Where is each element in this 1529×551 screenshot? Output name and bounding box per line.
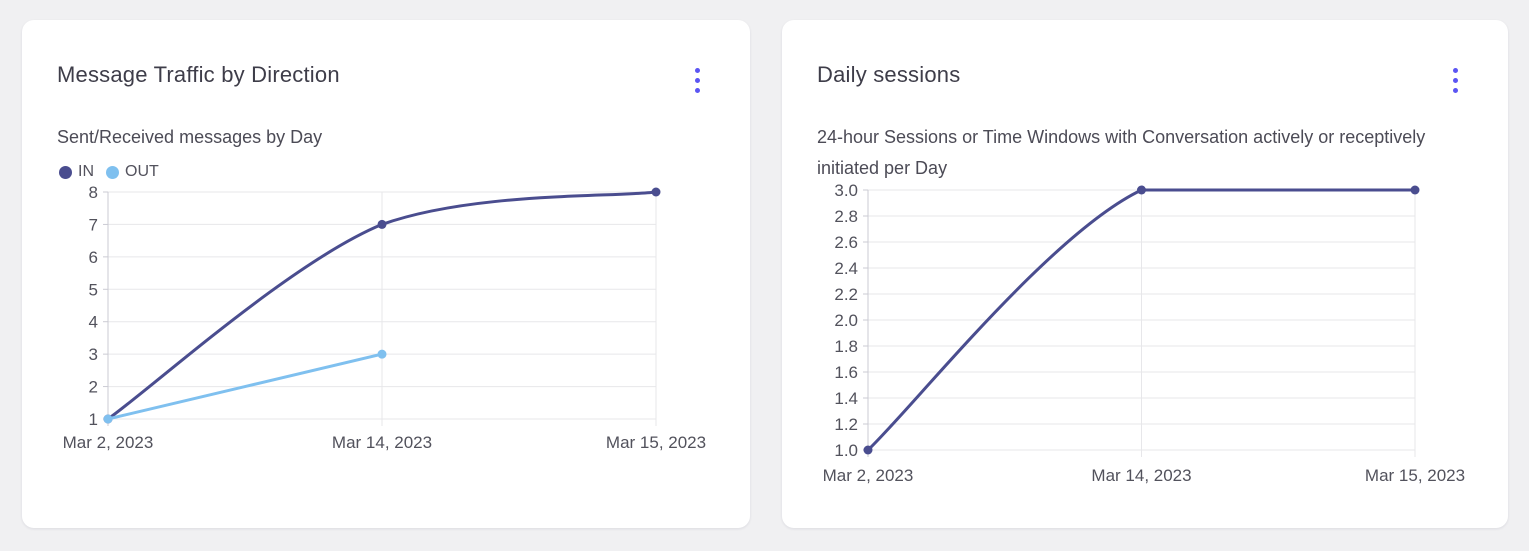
svg-text:2.8: 2.8	[834, 207, 858, 226]
legend-dot-out-icon	[106, 165, 119, 179]
kebab-dot	[1453, 78, 1458, 83]
svg-text:3.0: 3.0	[834, 181, 858, 200]
chart-legend: IN OUT	[59, 163, 159, 181]
svg-text:5: 5	[89, 280, 98, 299]
svg-text:Mar 2, 2023: Mar 2, 2023	[823, 466, 914, 485]
svg-text:1.4: 1.4	[834, 389, 858, 408]
legend-label-in: IN	[78, 163, 94, 180]
svg-text:Mar 15, 2023: Mar 15, 2023	[606, 433, 706, 452]
svg-text:Mar 2, 2023: Mar 2, 2023	[63, 433, 154, 452]
legend-dot-in-icon	[59, 165, 72, 179]
kebab-dot	[1453, 68, 1458, 73]
svg-text:1.6: 1.6	[834, 363, 858, 382]
card-subtitle-message-traffic: Sent/Received messages by Day	[57, 127, 323, 147]
kebab-menu-icon[interactable]	[689, 64, 706, 97]
svg-text:Mar 15, 2023: Mar 15, 2023	[1365, 466, 1465, 485]
legend-item-in: IN	[59, 163, 94, 181]
svg-text:6: 6	[89, 248, 98, 267]
svg-text:2: 2	[89, 378, 98, 397]
line-chart-daily-sessions: 1.0 1.2 1.4 1.6 1.8 2.0 2.2 2.4 2.6 2.8 3.0 Mar 2, …	[823, 181, 1465, 485]
card-daily-sessions: Daily sessions 24-hour Sessions or Time …	[782, 20, 1508, 528]
svg-text:Mar 14, 2023: Mar 14, 2023	[1091, 466, 1191, 485]
svg-text:8: 8	[89, 183, 98, 202]
svg-text:Mar 14, 2023: Mar 14, 2023	[332, 433, 432, 452]
svg-text:1.8: 1.8	[834, 337, 858, 356]
kebab-dot	[1453, 88, 1458, 93]
card-subtitle-daily-sessions: 24-hour Sessions or Time Windows with Co…	[817, 127, 1426, 178]
svg-text:1.0: 1.0	[834, 441, 858, 460]
kebab-dot	[695, 88, 700, 93]
svg-text:1.2: 1.2	[834, 415, 858, 434]
line-chart-message-traffic: 1 2 3 4 5 6 7 8 Mar 2, 2023 Mar 14, 2023 Mar 15, 2…	[63, 183, 706, 452]
card-title-message-traffic: Message Traffic by Direction	[57, 62, 340, 87]
svg-text:4: 4	[89, 313, 98, 332]
svg-text:2.4: 2.4	[834, 259, 858, 278]
svg-text:7: 7	[89, 215, 98, 234]
legend-label-out: OUT	[125, 163, 159, 180]
svg-text:2.2: 2.2	[834, 285, 858, 304]
card-title-daily-sessions: Daily sessions	[817, 62, 961, 87]
card-message-traffic: Message Traffic by Direction Sent/Receiv…	[22, 20, 750, 528]
kebab-menu-icon[interactable]	[1447, 64, 1464, 97]
svg-text:2.6: 2.6	[834, 233, 858, 252]
legend-item-out: OUT	[106, 163, 159, 181]
svg-text:2.0: 2.0	[834, 311, 858, 330]
svg-text:1: 1	[89, 410, 98, 429]
kebab-dot	[695, 78, 700, 83]
kebab-dot	[695, 68, 700, 73]
svg-text:3: 3	[89, 345, 98, 364]
